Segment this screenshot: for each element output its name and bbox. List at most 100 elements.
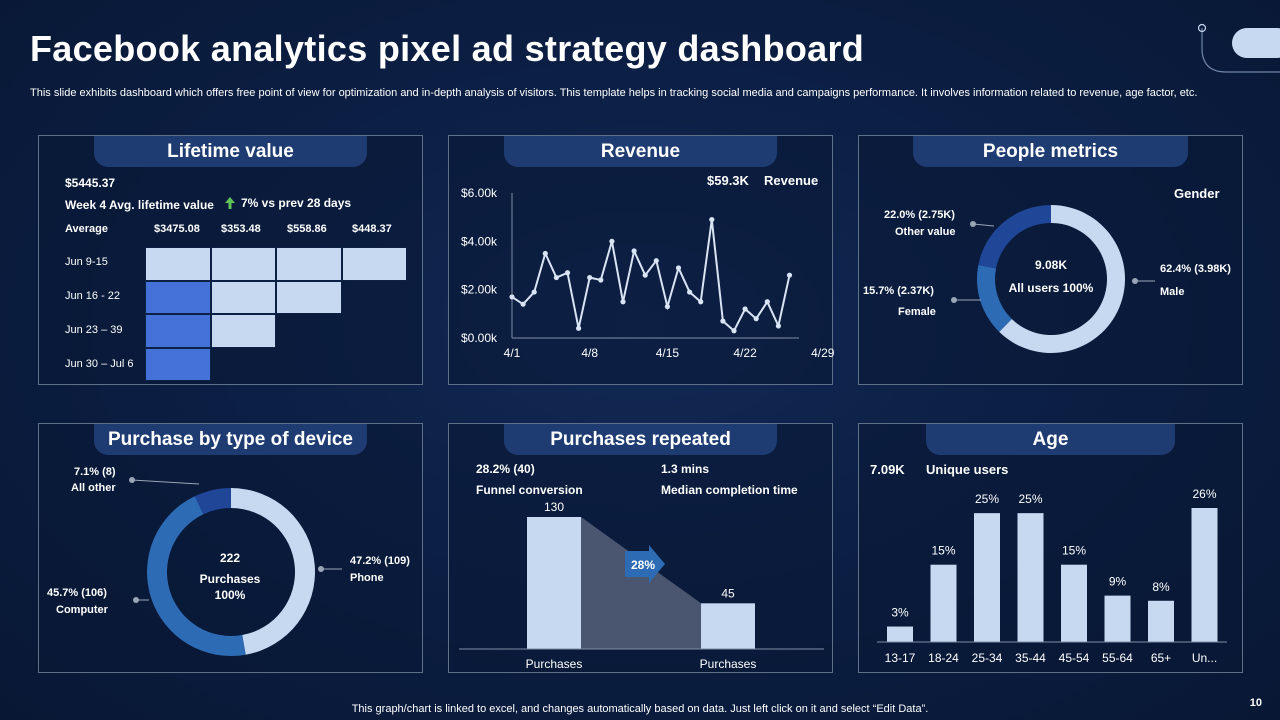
leader-dot [951,297,957,303]
people-donut-chart [951,205,1155,353]
revenue-point [764,299,770,305]
revenue-point [609,238,615,244]
x-tick-label: 4/8 [581,346,598,360]
age-bar [974,513,1000,642]
row-label: Jun 30 – Jul 6 [65,358,134,370]
people-metrics-panel: People metrics Gender 9.08K All users 10… [858,135,1243,385]
people-center-value: 9.08K [1034,258,1068,272]
x-tick-label: 4/22 [733,346,757,360]
leader-dot [318,566,324,572]
revenue-point [620,299,626,305]
revenue-point [520,301,526,307]
cohort-cell [276,280,342,314]
row-label: Jun 16 - 22 [65,290,121,302]
cohort-heatmap [145,247,407,381]
conversion-arrow-icon [625,545,665,583]
average-value: $353.48 [221,223,261,235]
leader-dot [129,477,135,483]
average-value: $448.37 [352,223,392,235]
row-label: Jun 9-15 [65,256,108,268]
revenue-line-chart: $0.00k $2.00k $4.00k $6.00k 4/1 4/8 4/15 4/22 4/… [461,186,834,360]
age-bar [1148,600,1174,642]
y-tick-label: $0.00k [461,331,498,345]
revenue-point [642,272,648,278]
funnel-label: Funnel conversion [476,483,583,497]
lifetime-amount: $5445.37 [65,176,116,190]
device-donut-chart [129,477,342,656]
age-bar [1061,564,1087,642]
revenue-point [742,306,748,312]
leader-dot [1132,278,1138,284]
age-panel: Age 7.09K Unique users 3% 13-17 15% 18-24 25… [858,423,1243,673]
average-label: Average [65,223,109,235]
cohort-cell [145,247,211,281]
device-center-value: 222 [219,551,241,565]
revenue-point [564,270,571,276]
unique-users-label: Unique users [926,462,1009,477]
device-slice [147,496,246,656]
people-slice [978,205,1051,269]
device-center-label: Purchases [199,572,261,586]
age-bar-value: 15% [1062,544,1086,558]
revenue-point [709,216,715,223]
cohort-cell [210,247,276,281]
female-label: Female [898,306,936,318]
completion-time-value: 1.3 mins [661,462,710,476]
funnel-bar-value: 45 [721,586,735,600]
revenue-point [653,258,659,264]
funnel-x-label: Purchases [700,657,757,671]
revenue-header: Revenue [504,136,777,167]
funnel-x-label: Purchases [526,657,583,671]
age-bar [887,626,913,642]
other-value: 22.0% (2.75K) [884,209,955,221]
age-bar-value: 8% [1152,580,1170,594]
revenue-point [731,328,737,334]
revenue-point [598,277,604,283]
age-bar [1017,513,1044,642]
age-x-label: 35-44 [1015,651,1046,665]
y-tick-label: $6.00k [461,186,498,200]
device-center-pct: 100% [214,588,246,602]
revenue-point [720,318,726,324]
revenue-total-label: Revenue [764,173,819,188]
revenue-point [687,289,693,295]
revenue-point [786,272,793,278]
age-bar-value: 25% [1018,492,1042,506]
age-x-label: Un... [1192,651,1217,665]
people-slice [977,265,1012,332]
all-other-label: All other [71,482,116,494]
lifetime-change: 7% vs prev 28 days [241,196,352,210]
revenue-point [631,248,637,254]
page-number: 10 [1249,697,1262,709]
leader-line [972,223,995,227]
phone-label: Phone [350,572,384,584]
revenue-series-line [511,219,791,333]
phone-value: 47.2% (109) [350,555,410,567]
revenue-point [553,274,559,281]
age-bar-value: 3% [891,606,909,620]
x-tick-label: 4/1 [504,346,521,360]
computer-value: 45.7% (106) [47,587,107,599]
age-bar [1191,508,1218,642]
revenue-point [509,294,515,300]
y-tick-label: $4.00k [461,234,498,248]
age-bar-value: 26% [1192,487,1216,501]
age-header: Age [926,424,1175,455]
age-bar-value: 9% [1109,575,1127,589]
revenue-point [675,265,682,271]
other-label: Other value [895,226,956,238]
decorative-line-icon [1197,23,1280,73]
people-metrics-header: People metrics [913,136,1188,167]
average-value: $558.86 [287,223,327,235]
age-bar-value: 15% [931,544,955,558]
revenue-panel: Revenue $59.3K Revenue $0.00k $2.00k $4.00… [448,135,834,385]
y-tick-label: $2.00k [461,283,498,297]
cohort-cell [145,280,211,314]
age-bar-value: 25% [975,492,999,506]
people-slice [999,205,1125,353]
lifetime-value-header: Lifetime value [94,136,367,167]
age-x-label: 45-54 [1059,651,1090,665]
revenue-point [664,303,670,310]
average-value: $3475.08 [154,223,200,235]
age-x-label: 18-24 [928,651,959,665]
